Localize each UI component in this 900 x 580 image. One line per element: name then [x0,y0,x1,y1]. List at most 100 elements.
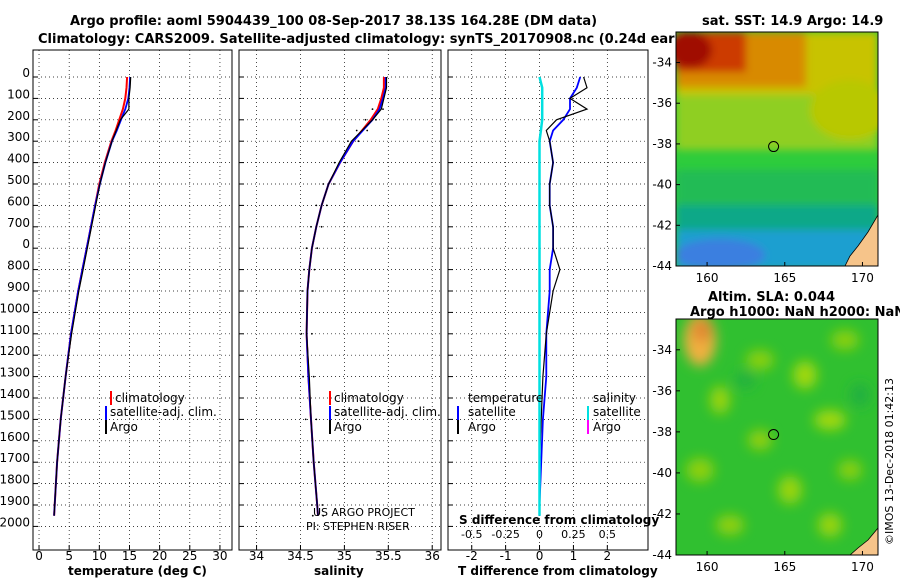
slaTicks-lat-tick-label: -40 [652,466,672,480]
s-difference-x-tick-label: 0.5 [599,528,617,541]
difference-series-temperature-satellite [538,76,582,516]
sstTicks-lat-tick-label: -34 [652,56,672,70]
sst-map: sat. SST: 14.9 Argo: 14.9 -34 -36 -38 -40 -4… [652,14,883,285]
temperature-x-tick-label: 10 [92,549,107,563]
salinity-spread-dot [333,183,335,185]
slaTicks-lon-tick-label: 160 [696,560,719,574]
temperature-panel: 0 5 10 15 20 25 30 temperature (deg C) climato… [32,49,233,578]
salinity-spread-dot [315,418,318,421]
legend-label-s-satellite: satellite [593,405,641,419]
temperature-x-tick-label: 20 [152,549,167,563]
legend-label-t-satellite: satellite [468,405,516,419]
difference-series-salinity-satellite [538,76,544,516]
sla-map-title: Altim. SLA: 0.044 [708,290,835,305]
depth-axis-labels: 0 100 200 300 400 500 600 700 0 800 900 1000 1100 120… [0,66,30,529]
sst-map-title: sat. SST: 14.9 Argo: 14.9 [702,14,883,29]
legend-title-temperature: temperature [468,391,543,405]
sla-map: Altim. SLA: 0.044 Argo h1000: NaN h2000:… [652,290,900,574]
salinity-spread-dot [312,375,315,378]
salinity-spread-dot [304,418,307,421]
temperature-x-tick-label: 0 [35,549,43,563]
slaTicks-lat-tick-label: -38 [652,425,672,439]
depth-tick-label: 0 [22,237,30,251]
salinity-x-tick-label: 36 [425,549,440,563]
legend-label-satellite: satellite-adj. clim. [334,405,441,419]
s-difference-x-tick-label: -0.25 [491,528,519,541]
difference-x-tick-label: 1 [570,549,578,563]
depth-tick-label: 300 [7,130,30,144]
legend-label-s-argo: Argo [593,420,621,434]
legend-label-satellite: satellite-adj. clim. [110,405,217,419]
temperature-axis-label: temperature (deg C) [68,564,207,578]
s-difference-x-tick-label: 0 [536,528,543,541]
sstTicks-lon-tick-label: 165 [773,271,796,285]
sla-map-argo-marker [768,429,780,441]
depth-tick-label: 1300 [0,366,30,380]
sstTicks-lat-tick-label: -38 [652,137,672,151]
s-difference-x-tick-label: 0.25 [561,528,586,541]
depth-tick-label: 700 [7,216,30,230]
depth-tick-label: 800 [7,259,30,273]
sstTicks-lat-tick-label: -44 [652,259,672,273]
sst-map-image [676,32,878,266]
sstTicks-lon-tick-label: 160 [696,271,719,285]
legend-label-argo: Argo [110,420,138,434]
salinity-spread-dot [311,514,314,517]
temperature-x-tick-label: 5 [65,549,73,563]
depth-tick-label: 1500 [0,408,30,422]
depth-tick-label: 1000 [0,301,30,315]
depth-tick-label: 600 [7,194,30,208]
t-difference-axis-label: T difference from climatology [458,564,658,578]
depth-tick-label: 200 [7,109,30,123]
salinity-spread-dot [318,461,320,464]
salinity-spread-dot [325,204,328,207]
depth-tick-label: 400 [7,152,30,166]
depth-tick-label: 500 [7,173,30,187]
sst-map-argo-marker [768,141,780,153]
salinity-spread-dot [301,290,304,292]
salinity-spread-dot [316,247,319,250]
depth-tick-label: 1400 [0,387,30,401]
difference-x-tick-label: -2 [466,549,478,563]
difference-legend: temperature satellite Argo salinity sate… [457,391,641,434]
salinity-series-argo [305,77,388,516]
salinity-spread-dot [320,225,323,228]
sstTicks-lon-tick-label: 170 [851,271,874,285]
slaTicks-lat-tick-label: -42 [652,507,672,521]
temperature-x-tick-label: 30 [212,549,227,563]
salinity-spread-dot [315,204,318,207]
salinity-spread-dot [364,118,367,121]
salinity-spread-dot [382,108,384,110]
salinity-x-tick-label: 35.5 [375,549,402,563]
salinity-panel: 34 34.5 35 35.5 36 salinity climatology sate… [238,49,442,578]
slaTicks-lat-tick-label: -36 [652,384,672,398]
legend-label-climatology: climatology [334,391,404,405]
difference-series-temperature-argo [538,76,589,516]
salinity-series-satellite-adj-clim- [305,77,387,516]
sstTicks-lat-tick-label: -42 [652,218,672,232]
salinity-spread-dot [305,247,308,250]
difference-x-tick-label: -1 [500,549,512,563]
salinity-spread-dot [313,268,316,271]
salinity-spread-dot [302,375,304,378]
depth-tick-label: 1700 [0,451,30,465]
salinity-spread-dot [310,225,312,228]
depth-tick-label: 1900 [0,494,30,508]
temperature-x-tick-label: 15 [122,549,137,563]
salinity-spread-dot [303,268,305,271]
sla-map-image [676,319,878,555]
temperature-series-argo [53,76,132,516]
credit-pi: PI: STEPHEN RISER [306,520,410,533]
difference-x-tick-label: 0 [536,549,544,563]
depth-tick-label: 1100 [0,323,30,337]
sla-map-subtitle: Argo h1000: NaN h2000: NaN [690,305,900,320]
salinity-spread-dot [322,183,325,185]
slaTicks-lon-tick-label: 165 [773,560,796,574]
salinity-spread-dot [347,140,349,143]
salinity-legend: climatology satellite-adj. clim. Argo [329,391,441,434]
salinity-x-tick-label: 35 [337,549,352,563]
salinity-axis-label: salinity [314,564,364,578]
slaTicks-lat-tick-label: -34 [652,343,672,357]
depth-tick-label: 100 [7,87,30,101]
